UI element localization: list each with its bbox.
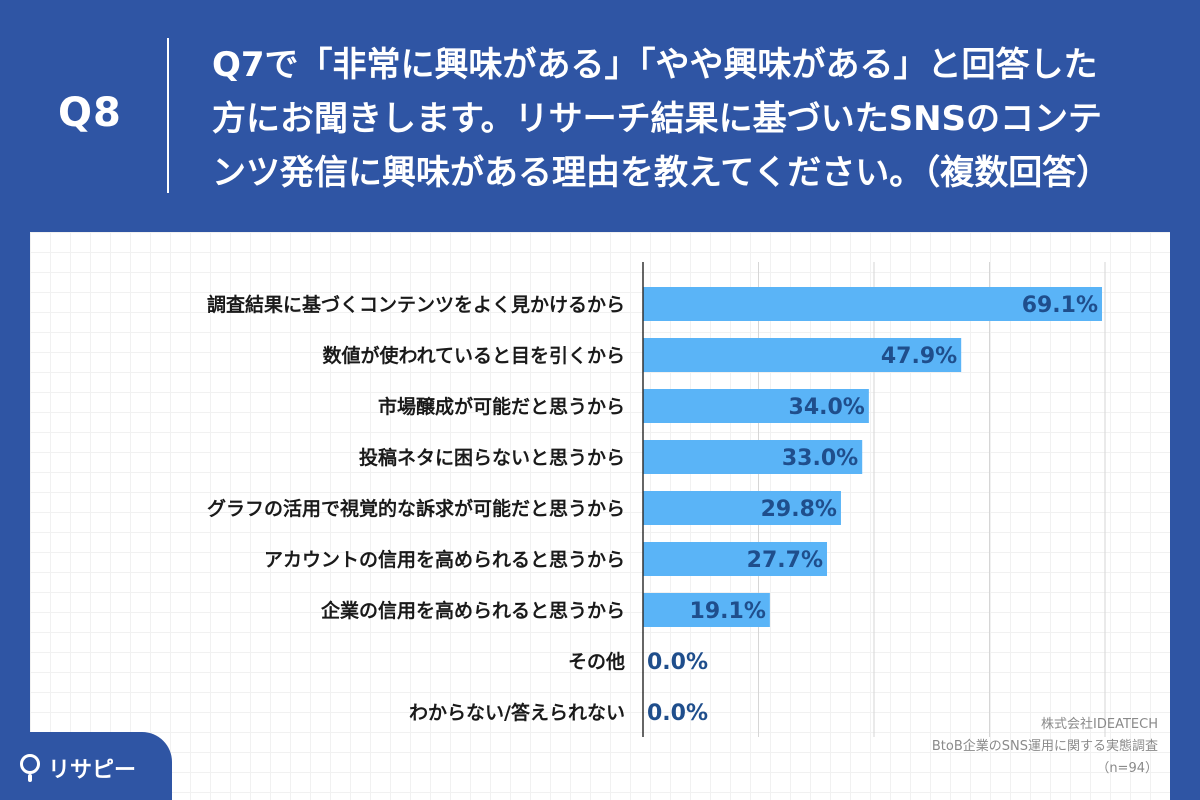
value-label: 47.9%	[881, 344, 957, 369]
bar	[643, 287, 1103, 321]
brand-logo: リサピー	[0, 732, 172, 800]
category-label: その他	[568, 650, 625, 673]
bar	[643, 593, 770, 627]
source-company: 株式会社IDEATECH	[1041, 717, 1158, 732]
value-label: 19.1%	[690, 599, 766, 624]
value-label: 34.0%	[789, 395, 865, 420]
category-label: 企業の信用を高められると思うから	[320, 599, 625, 622]
sample-size: （n=94）	[1096, 761, 1158, 776]
bar	[643, 389, 869, 423]
value-label: 29.8%	[761, 497, 837, 522]
bar	[643, 440, 863, 474]
value-label: 0.0%	[647, 650, 708, 675]
category-label: グラフの活用で視覚的な訴求が可能だと思うから	[207, 497, 625, 520]
question-line: ンツ発信に興味がある理由を教えてください。（複数回答）	[212, 153, 1111, 193]
bar	[643, 542, 828, 576]
bar	[643, 338, 962, 372]
header-divider	[167, 38, 169, 193]
category-label: 市場醸成が可能だと思うから	[378, 395, 625, 418]
source-survey: BtoB企業のSNS運用に関する実態調査	[931, 739, 1158, 754]
question-text: Q7で「非常に興味がある」「やや興味がある」と回答した 方にお聞きします。リサー…	[212, 38, 1172, 200]
logo-text: リサピー	[48, 758, 137, 783]
value-label: 33.0%	[782, 446, 858, 471]
category-label: 調査結果に基づくコンテンツをよく見かけるから	[207, 293, 625, 316]
question-number: Q8	[58, 90, 122, 136]
category-label: わからない/答えられない	[409, 701, 625, 724]
category-label: 数値が使われていると目を引くから	[323, 344, 625, 367]
bar-chart: 調査結果に基づくコンテンツをよく見かけるから 69.1% 数値が使われていると目を引…	[207, 262, 1106, 737]
chart-panel: 調査結果に基づくコンテンツをよく見かけるから 69.1% 数値が使われていると目を引…	[30, 232, 1170, 800]
question-line: 方にお聞きします。リサーチ結果に基づいたSNSのコンテ	[212, 99, 1103, 139]
pin-icon	[20, 754, 40, 782]
value-label: 0.0%	[647, 701, 708, 726]
source-note: 株式会社IDEATECH BtoB企業のSNS運用に関する実態調査 （n=94）	[932, 714, 1158, 780]
question-line: Q7で「非常に興味がある」「やや興味がある」と回答した	[212, 45, 1098, 85]
category-label: アカウントの信用を高められると思うから	[264, 548, 625, 571]
bar	[643, 491, 841, 525]
category-label: 投稿ネタに困らないと思うから	[359, 446, 625, 469]
value-label: 69.1%	[1022, 293, 1098, 318]
header: Q8 Q7で「非常に興味がある」「やや興味がある」と回答した 方にお聞きします。…	[0, 0, 1200, 232]
value-label: 27.7%	[747, 548, 823, 573]
